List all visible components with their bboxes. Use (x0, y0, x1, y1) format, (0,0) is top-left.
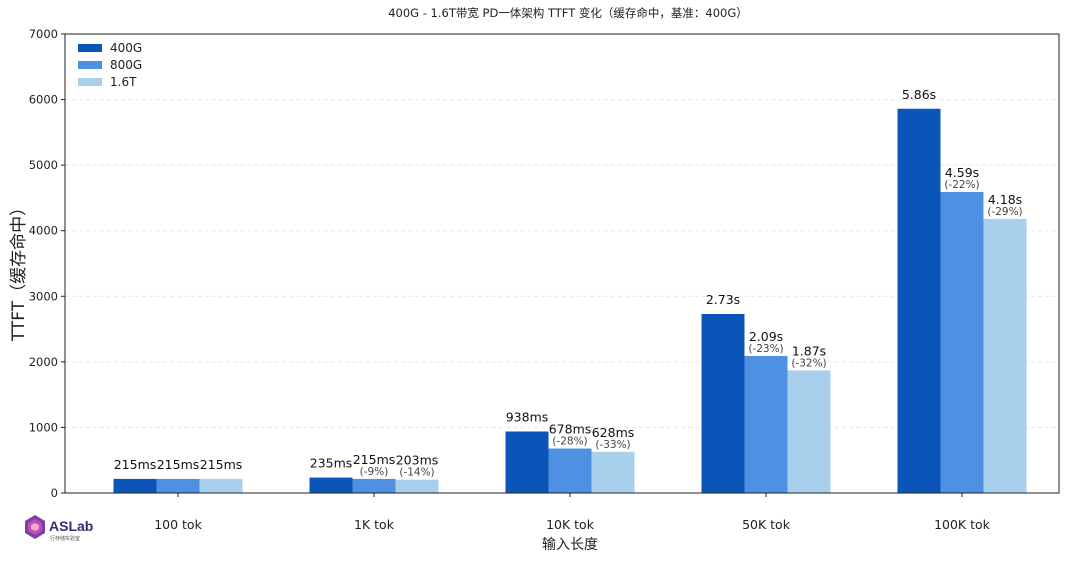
legend-swatch (78, 78, 102, 86)
bar-change-label: (-9%) (360, 466, 389, 478)
y-tick-label: 4000 (29, 224, 58, 238)
bar-value-label: 938ms (506, 409, 549, 424)
bar-change-label: (-33%) (595, 439, 630, 451)
legend-label: 1.6T (110, 75, 137, 89)
bar-value-label: 628ms (592, 425, 635, 440)
x-tick-label: 100K tok (934, 517, 991, 532)
bar-change-label: (-29%) (987, 206, 1022, 218)
legend-label: 800G (110, 58, 142, 72)
gridlines (65, 99, 1059, 428)
y-tick-label: 7000 (29, 27, 58, 41)
bar (548, 448, 592, 493)
x-tick-label: 10K tok (546, 517, 595, 532)
aslab-logo-icon (25, 515, 45, 539)
bar (787, 370, 831, 493)
bar-change-label: (-32%) (791, 357, 826, 369)
x-tick-label: 1K tok (354, 517, 395, 532)
bar-value-label: 4.18s (988, 192, 1022, 207)
legend-label: 400G (110, 41, 142, 55)
bar-value-label: 2.09s (749, 329, 783, 344)
bar (505, 431, 549, 493)
bar-change-label: (-23%) (748, 343, 783, 355)
bar-value-label: 1.87s (792, 343, 826, 358)
aslab-logo: ASLab 行存储实验室 (22, 513, 112, 543)
plot-frame (64, 33, 1060, 494)
x-axis-ticks: 100 tok 1K tok 10K tok 50K tok 100K tok (154, 493, 991, 532)
x-axis-label: 输入长度 (542, 537, 598, 553)
y-tick-label: 0 (51, 486, 58, 500)
bar-value-label: 5.86s (902, 87, 936, 102)
bar-value-label: 215ms (200, 457, 243, 472)
chart-title: 400G - 1.6T带宽 PD一体架构 TTFT 变化（缓存命中，基准：400… (388, 6, 748, 20)
bar (199, 478, 243, 493)
bar (701, 313, 745, 493)
aslab-tagline-text: 行存储实验室 (50, 535, 80, 542)
bars-group (113, 108, 1027, 493)
bar-value-label: 4.59s (945, 165, 979, 180)
bar-value-label: 203ms (396, 453, 439, 468)
y-axis-label: TTFT（缓存命中） (9, 199, 29, 342)
bar (113, 478, 157, 493)
bar-change-label: (-22%) (944, 179, 979, 191)
legend-swatch (78, 61, 102, 69)
bar (395, 479, 439, 493)
bar-value-label: 2.73s (706, 292, 740, 307)
legend-swatch (78, 44, 102, 52)
aslab-brand-text: ASLab (49, 518, 93, 534)
bar (309, 477, 353, 493)
bar (897, 108, 941, 493)
y-tick-label: 5000 (29, 158, 58, 172)
x-tick-label: 100 tok (154, 517, 202, 532)
bar-value-label: 235ms (310, 456, 353, 471)
bar (352, 478, 396, 493)
bar (983, 218, 1027, 493)
legend: 400G 800G 1.6T (78, 41, 142, 89)
y-tick-label: 1000 (29, 420, 58, 434)
y-tick-label: 2000 (29, 355, 58, 369)
bar (744, 355, 788, 493)
bar-change-label: (-28%) (552, 436, 587, 448)
bar-value-label: 215ms (353, 452, 396, 467)
bar-value-label: 215ms (114, 457, 157, 472)
bar-value-label: 678ms (549, 422, 592, 437)
bar-change-label: (-14%) (399, 467, 434, 479)
y-tick-label: 3000 (29, 289, 58, 303)
bar (591, 451, 635, 493)
bar (156, 478, 200, 493)
bar (940, 192, 984, 493)
y-tick-label: 6000 (29, 93, 58, 107)
x-tick-label: 50K tok (742, 517, 791, 532)
y-axis-ticks: 0 1000 2000 3000 4000 5000 6000 7000 (29, 27, 65, 500)
bar-value-label: 215ms (157, 457, 200, 472)
